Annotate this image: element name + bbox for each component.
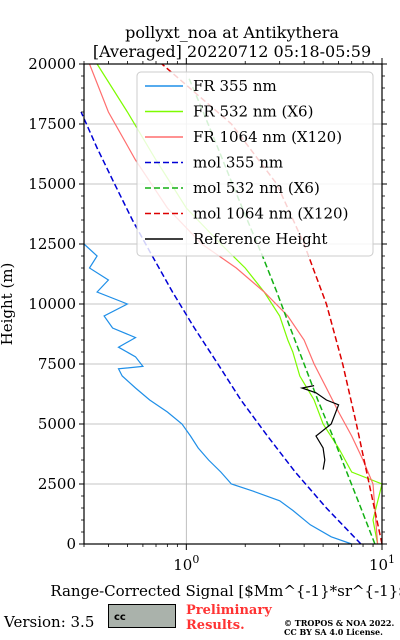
y-tick-label: 15000 bbox=[28, 175, 76, 193]
chart-title-line1: pollyxt_noa at Antikythera bbox=[125, 23, 339, 42]
series-line-ref bbox=[299, 385, 340, 470]
legend-box bbox=[136, 71, 374, 257]
y-tick-label: 10000 bbox=[28, 295, 76, 313]
series-line-mol355 bbox=[80, 111, 362, 545]
y-tick-label: 0 bbox=[66, 535, 76, 553]
legend-label: mol 532 nm (X6) bbox=[193, 179, 320, 197]
preliminary-line2: Results. bbox=[186, 618, 245, 633]
y-tick-label: 12500 bbox=[28, 235, 76, 253]
series-line-fr355 bbox=[83, 243, 352, 545]
y-tick-label: 7500 bbox=[38, 355, 76, 373]
y-tick-label: 17500 bbox=[28, 115, 76, 133]
preliminary-line1: Preliminary bbox=[186, 603, 272, 618]
y-tick-label: 2500 bbox=[38, 475, 76, 493]
y-axis-label: Height (m) bbox=[0, 263, 16, 346]
legend-label: FR 1064 nm (X120) bbox=[193, 128, 342, 146]
copyright-line1: © TROPOS & NOA 2022. bbox=[284, 618, 394, 628]
legend-label: FR 532 nm (X6) bbox=[193, 103, 313, 121]
cc-badge-text: cc bbox=[114, 612, 126, 623]
legend-label: mol 355 nm bbox=[193, 154, 283, 172]
x-tick-label: 101 bbox=[369, 553, 395, 574]
legend-label: FR 355 nm bbox=[193, 77, 277, 95]
cc-license-badge bbox=[108, 604, 176, 628]
y-tick-label: 5000 bbox=[38, 415, 76, 433]
legend-label: mol 1064 nm (X120) bbox=[193, 205, 348, 223]
version-label: Version: 3.5 bbox=[3, 613, 94, 631]
x-axis-label: Range-Corrected Signal [$Mm^{-1}*sr^{-1}… bbox=[50, 582, 400, 600]
chart-title-line2: [Averaged] 20220712 05:18-05:59 bbox=[93, 42, 371, 61]
y-tick-label: 20000 bbox=[28, 55, 76, 73]
x-tick-label: 100 bbox=[173, 553, 199, 574]
plot-area: 0 2500 5000 7500 10000 12500 15000 17500 20000 10… bbox=[28, 55, 395, 574]
copyright-line2: CC BY SA 4.0 License. bbox=[284, 627, 383, 637]
legend-label: Reference Height bbox=[193, 230, 327, 248]
